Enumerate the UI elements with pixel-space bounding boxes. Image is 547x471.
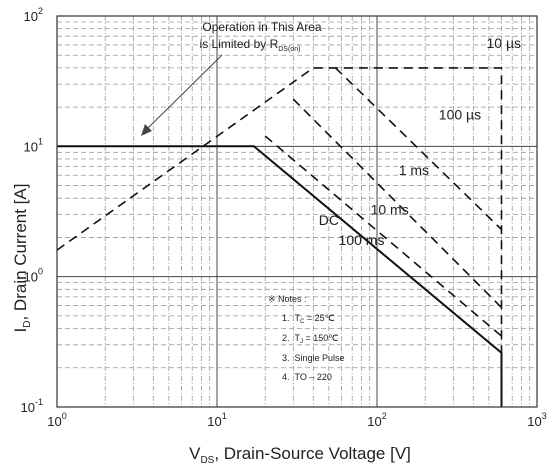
grid (57, 16, 537, 407)
series-10-s-line (56, 67, 503, 407)
series-10-ms-line (292, 98, 503, 309)
note-item-3: 3. Single Pulse (282, 353, 345, 363)
x-tick-label: 102 (367, 411, 386, 429)
curve-label: 10 ms (371, 201, 409, 217)
series-100-ms-line (264, 135, 503, 337)
curve-label: 1 ms (399, 162, 429, 178)
plot-frame (56, 15, 538, 408)
note-item-2: 2. TJ = 150℃ (282, 333, 338, 345)
svg-text:is Limited by RDS(on): is Limited by RDS(on) (200, 37, 301, 53)
limit-annotation: Operation in This Area is Limited by RDS… (141, 20, 322, 136)
y-tick-label: 100 (24, 267, 43, 285)
annotation-line1: Operation in This Area (202, 20, 322, 34)
note-item-1: 1. TC = 25℃ (282, 313, 335, 325)
curve-label: 10 µs (487, 35, 522, 51)
y-tick-label: 102 (24, 6, 43, 24)
x-tick-label: 103 (527, 411, 546, 429)
x-tick-label: 101 (207, 411, 226, 429)
curve-label: DC (319, 212, 339, 228)
series-1-ms-line (334, 67, 503, 231)
curve-label: 100 ms (339, 232, 385, 248)
notes-box: ※ Notes : 1. TC = 25℃ 2. TJ = 150℃ 3. Singl… (268, 294, 345, 382)
annotation-arrow (145, 54, 223, 131)
y-axis-title: ID, Drain Current [A] (11, 184, 33, 333)
y-tick-label: 10-1 (21, 397, 43, 415)
series-layer (56, 67, 503, 407)
series-dc-line (57, 145, 503, 407)
svg-text:Operation in This Area: Operation in This Area (202, 20, 322, 34)
annotation-arrowhead (141, 124, 152, 136)
note-item-4: 4. TO – 220 (282, 372, 332, 382)
notes-title: ※ Notes : (268, 294, 307, 304)
annotation-line2-sub: DS(on) (278, 46, 300, 53)
y-tick-label: 101 (24, 136, 43, 154)
curve-label: 100 µs (439, 107, 481, 123)
x-axis-title: VDS, Drain-Source Voltage [V] (189, 444, 411, 466)
annotation-line2: is Limited by R (200, 37, 279, 51)
x-tick-label: 100 (47, 411, 66, 429)
